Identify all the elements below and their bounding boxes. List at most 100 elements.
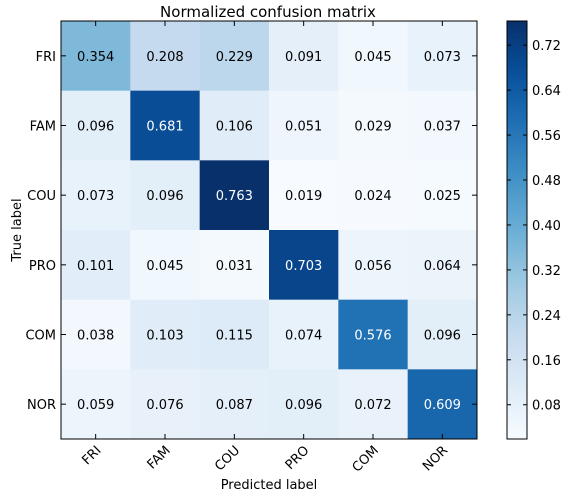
matrix-cell xyxy=(407,299,478,370)
matrix-cell xyxy=(199,369,270,440)
matrix-cell xyxy=(61,21,131,92)
cell-value-label: 0.073 xyxy=(424,50,461,65)
cell-value-label: 0.208 xyxy=(146,50,183,65)
matrix-cell xyxy=(407,369,478,440)
matrix-cell xyxy=(130,299,201,370)
cell-value-label: 0.059 xyxy=(77,398,114,413)
y-tick-label: COM xyxy=(25,329,56,344)
colorbar: 0.08 0.16 0.24 0.32 0.40 0.48 0.56 0.64 0.72 xyxy=(506,20,561,440)
matrix-cell xyxy=(407,90,478,161)
y-axis-ticks: FRI FAM COU PRO COM NOR xyxy=(25,50,477,413)
cell-value-label: 0.703 xyxy=(285,259,322,274)
colorbar-tick-label: 0.32 xyxy=(532,264,561,279)
matrix-cell xyxy=(199,299,270,370)
matrix-cell xyxy=(407,160,478,231)
matrix-cell xyxy=(61,299,131,370)
cell-value-label: 0.096 xyxy=(285,398,322,413)
cell-value-label: 0.051 xyxy=(285,120,322,135)
cell-value-label: 0.045 xyxy=(354,50,391,65)
matrix-cell xyxy=(199,160,270,231)
cell-value-label: 0.106 xyxy=(216,120,253,135)
colorbar-gradient xyxy=(506,20,528,440)
cell-value-label: 0.056 xyxy=(354,259,391,274)
cell-value-label: 0.091 xyxy=(285,50,322,65)
colorbar-tick-label: 0.64 xyxy=(532,84,561,99)
cell-value-label: 0.072 xyxy=(354,398,391,413)
x-tick-label: FAM xyxy=(145,443,174,472)
colorbar-tick-label: 0.08 xyxy=(532,399,561,414)
matrix-cell xyxy=(199,90,270,161)
cell-value-label: 0.038 xyxy=(77,329,114,344)
cell-value-labels: 0.354 0.208 0.229 0.091 0.045 0.073 0.096 0.681… xyxy=(77,50,461,413)
cell-value-label: 0.115 xyxy=(216,329,253,344)
x-tick-label: COM xyxy=(350,443,382,475)
cell-value-label: 0.029 xyxy=(354,120,391,135)
matrix-cell xyxy=(130,160,201,231)
matrix-cell xyxy=(61,90,131,161)
y-tick-label: FRI xyxy=(36,50,56,65)
y-axis-label: True label xyxy=(10,198,25,262)
y-tick-label: PRO xyxy=(29,259,56,274)
x-axis-label: Predicted label xyxy=(221,478,318,493)
cell-value-label: 0.101 xyxy=(77,259,114,274)
y-tick-label: FAM xyxy=(30,120,56,135)
x-tick-label: FRI xyxy=(79,443,104,468)
cell-value-label: 0.763 xyxy=(216,189,253,204)
matrix-cell xyxy=(269,90,339,161)
y-tick-label: COU xyxy=(27,189,56,204)
colorbar-tick-label: 0.48 xyxy=(532,174,561,189)
colorbar-tick-label: 0.16 xyxy=(532,354,561,369)
matrix-cell xyxy=(338,299,409,370)
matrix-cell xyxy=(130,21,201,92)
matrix-cell xyxy=(130,369,201,440)
cell-value-label: 0.037 xyxy=(424,120,461,135)
cell-value-label: 0.576 xyxy=(354,329,391,344)
matrix-cell xyxy=(199,230,270,301)
matrix-cell xyxy=(269,21,339,92)
matrix-cell xyxy=(130,90,201,161)
matrix-cell xyxy=(199,21,270,92)
cell-value-label: 0.087 xyxy=(216,398,253,413)
cell-value-label: 0.025 xyxy=(424,189,461,204)
cell-value-label: 0.064 xyxy=(424,259,461,274)
y-tick-label: NOR xyxy=(27,398,56,413)
matrix-cell xyxy=(61,230,131,301)
matrix-cell xyxy=(269,299,339,370)
cell-value-label: 0.096 xyxy=(146,189,183,204)
colorbar-tick-label: 0.56 xyxy=(532,129,561,144)
matrix-cells xyxy=(61,21,478,440)
cell-value-label: 0.229 xyxy=(216,50,253,65)
matrix-cell xyxy=(407,21,478,92)
x-tick-label: COU xyxy=(212,443,243,474)
cell-value-label: 0.031 xyxy=(216,259,253,274)
colorbar-tick-label: 0.40 xyxy=(532,219,561,234)
matrix-cell xyxy=(61,160,131,231)
matrix-cell xyxy=(130,230,201,301)
colorbar-tick-label: 0.72 xyxy=(532,39,561,54)
cell-value-label: 0.096 xyxy=(77,120,114,135)
matrix-cell xyxy=(338,90,409,161)
colorbar-tick-label: 0.24 xyxy=(532,309,561,324)
cell-value-label: 0.103 xyxy=(146,329,183,344)
matrix-cell xyxy=(269,230,339,301)
cell-value-label: 0.076 xyxy=(146,398,183,413)
matrix-cell xyxy=(338,369,409,440)
chart-title: Normalized confusion matrix xyxy=(160,3,376,21)
cell-value-label: 0.609 xyxy=(424,398,461,413)
cell-value-label: 0.681 xyxy=(146,120,183,135)
cell-value-label: 0.096 xyxy=(424,329,461,344)
cell-value-label: 0.354 xyxy=(77,50,114,65)
matrix-cell xyxy=(269,160,339,231)
matrix-cell xyxy=(338,230,409,301)
plot-frame xyxy=(60,20,478,440)
matrix-cell xyxy=(61,369,131,440)
cell-value-label: 0.019 xyxy=(285,189,322,204)
matrix-cell xyxy=(338,160,409,231)
cell-value-label: 0.024 xyxy=(354,189,391,204)
cell-value-label: 0.074 xyxy=(285,329,322,344)
x-tick-label: NOR xyxy=(420,443,451,474)
matrix-cell xyxy=(338,21,409,92)
matrix-cell xyxy=(269,369,339,440)
matrix-cell xyxy=(407,230,478,301)
